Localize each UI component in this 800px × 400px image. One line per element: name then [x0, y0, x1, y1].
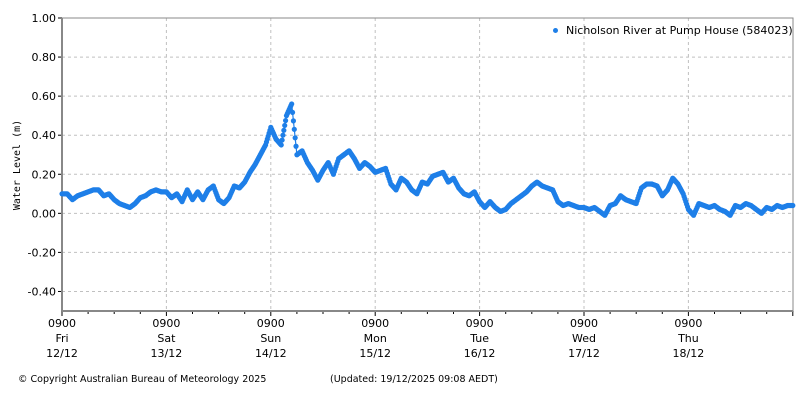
- x-tick-label: 0900: [48, 317, 76, 330]
- y-tick-label: -0.20: [28, 246, 56, 259]
- y-tick-label: 0.60: [32, 90, 57, 103]
- grid-lines: [61, 17, 794, 312]
- copyright-text: © Copyright Australian Bureau of Meteoro…: [18, 374, 267, 385]
- x-tick-label: Tue: [469, 332, 489, 345]
- x-tick-label: 0900: [570, 317, 598, 330]
- y-tick-label: 0.20: [32, 168, 57, 181]
- y-tick-label: 1.00: [32, 12, 57, 25]
- x-tick-label: Fri: [55, 332, 68, 345]
- x-tick-label: 0900: [466, 317, 494, 330]
- legend-marker-icon: [553, 28, 558, 33]
- x-tick-label: 16/12: [464, 347, 496, 360]
- y-tick-label: 0.40: [32, 129, 57, 142]
- legend-label: Nicholson River at Pump House (584023): [566, 24, 793, 37]
- y-axis: 1.00 0.80 0.60 0.40 0.20 0.00 -0.20 -0.40: [28, 12, 63, 311]
- x-tick-label: 0900: [257, 317, 285, 330]
- x-axis: 0900 Fri 12/12 0900 Sat 13/12 0900 Sun 14/12 0900…: [46, 310, 794, 360]
- x-tick-label: 14/12: [255, 347, 287, 360]
- updated-timestamp: (Updated: 19/12/2025 09:08 AEDT): [330, 374, 498, 385]
- x-tick-label: Sun: [260, 332, 281, 345]
- x-tick-label: Thu: [677, 332, 699, 345]
- x-tick-label: 13/12: [151, 347, 183, 360]
- x-tick-label: 0900: [152, 317, 180, 330]
- y-axis-label: Water Level (m): [12, 120, 23, 210]
- x-tick-label: 17/12: [568, 347, 600, 360]
- y-tick-label: 0.00: [32, 207, 57, 220]
- x-tick-label: 0900: [674, 317, 702, 330]
- y-tick-label: -0.40: [28, 285, 56, 298]
- x-tick-label: 15/12: [359, 347, 391, 360]
- x-tick-label: 18/12: [673, 347, 705, 360]
- x-tick-label: 12/12: [46, 347, 78, 360]
- x-tick-label: 0900: [361, 317, 389, 330]
- legend: Nicholson River at Pump House (584023): [553, 24, 793, 37]
- y-tick-label: 0.80: [32, 51, 57, 64]
- data-series: [59, 101, 796, 218]
- x-tick-label: Mon: [364, 332, 387, 345]
- x-tick-label: Wed: [572, 332, 596, 345]
- x-tick-label: Sat: [157, 332, 176, 345]
